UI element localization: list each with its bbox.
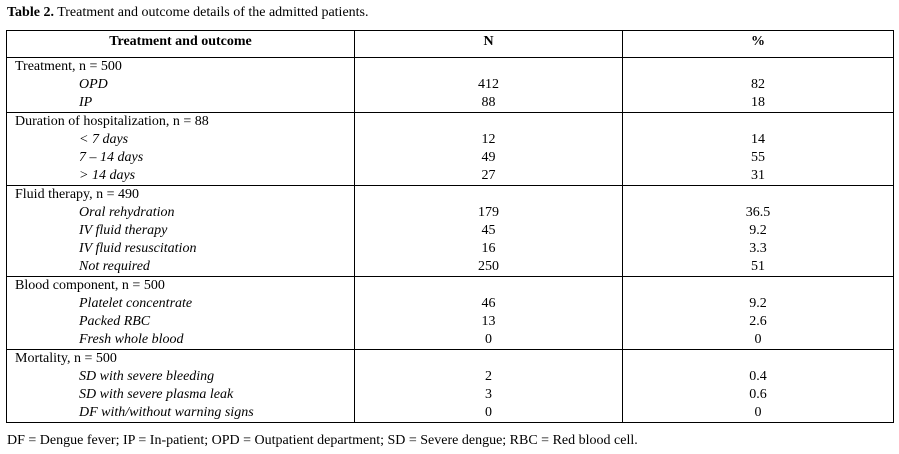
table-caption-text: Treatment and outcome details of the adm… xyxy=(53,5,369,20)
section-percent-cell: 9.2 2.6 0 xyxy=(622,276,894,350)
section-label-cell: Treatment, n = 500 OPD IP xyxy=(6,57,355,113)
row-percent-value: 55 xyxy=(751,150,765,165)
row-n-value: 0 xyxy=(485,405,492,420)
section-percent-cell: 82 18 xyxy=(622,57,894,113)
table-footnote: DF = Dengue fever; IP = In-patient; OPD … xyxy=(7,433,638,448)
blank-line xyxy=(623,277,893,295)
section-title: Fluid therapy, n = 490 xyxy=(15,187,140,202)
row-percent-value: 3.3 xyxy=(749,241,767,256)
section-title: Treatment, n = 500 xyxy=(15,59,122,74)
row-label: IV fluid resuscitation xyxy=(79,241,197,256)
section-row: Fluid therapy, n = 490 Oral rehydration IV… xyxy=(6,185,894,277)
row-n-value: 46 xyxy=(481,296,496,311)
row-n-value: 16 xyxy=(481,241,496,256)
section-percent-cell: 14 55 31 xyxy=(622,112,894,186)
row-label: Not required xyxy=(79,259,150,274)
row-percent-value: 0.4 xyxy=(749,369,767,384)
section-n-cell: 2 3 0 xyxy=(354,349,623,423)
row-n-value: 88 xyxy=(481,95,496,110)
row-n-value: 179 xyxy=(478,205,499,220)
section-percent-cell: 36.5 9.2 3.3 51 xyxy=(622,185,894,277)
column-header-percent: % xyxy=(622,30,894,58)
blank-line xyxy=(623,350,893,368)
treatment-outcome-table: Treatment and outcome N % Treatment, n =… xyxy=(6,30,894,423)
header-row: Treatment and outcome N % xyxy=(6,30,894,58)
table-caption: Table 2. Treatment and outcome details o… xyxy=(7,4,369,21)
blank-line xyxy=(623,58,893,76)
row-label: Packed RBC xyxy=(79,314,151,329)
section-row: Treatment, n = 500 OPD IP 412 88 82 18 xyxy=(6,57,894,113)
row-percent-value: 51 xyxy=(751,259,765,274)
row-label: IV fluid therapy xyxy=(79,223,168,238)
section-title: Mortality, n = 500 xyxy=(15,351,117,366)
row-percent-value: 18 xyxy=(751,95,765,110)
row-percent-value: 9.2 xyxy=(749,223,767,238)
row-percent-value: 0 xyxy=(754,332,762,347)
table-caption-label: Table 2. xyxy=(7,5,54,20)
blank-line xyxy=(623,186,893,204)
blank-line xyxy=(355,277,622,295)
section-percent-cell: 0.4 0.6 0 xyxy=(622,349,894,423)
row-label: 7 – 14 days xyxy=(79,150,144,165)
section-row: Duration of hospitalization, n = 88 < 7 d… xyxy=(6,112,894,186)
row-label: Platelet concentrate xyxy=(79,296,193,311)
row-label: SD with severe bleeding xyxy=(79,369,215,384)
row-n-value: 412 xyxy=(478,77,499,92)
section-n-cell: 412 88 xyxy=(354,57,623,113)
row-label: > 14 days xyxy=(79,168,136,183)
row-percent-value: 0.6 xyxy=(749,387,767,402)
row-label: IP xyxy=(79,95,93,110)
row-percent-value: 14 xyxy=(751,132,765,147)
blank-line xyxy=(623,113,893,131)
section-label-cell: Mortality, n = 500 SD with severe bleedin… xyxy=(6,349,355,423)
row-label: SD with severe plasma leak xyxy=(79,387,234,402)
blank-line xyxy=(355,113,622,131)
row-n-value: 27 xyxy=(481,168,496,183)
row-label: OPD xyxy=(79,77,108,92)
row-n-value: 250 xyxy=(478,259,499,274)
row-percent-value: 36.5 xyxy=(745,205,771,220)
row-n-value: 49 xyxy=(481,150,496,165)
section-n-cell: 46 13 0 xyxy=(354,276,623,350)
row-n-value: 2 xyxy=(485,369,492,384)
section-title: Blood component, n = 500 xyxy=(15,278,165,293)
section-row: Blood component, n = 500 Platelet concent… xyxy=(6,276,894,350)
table-body: Treatment, n = 500 OPD IP 412 88 82 18 Duration… xyxy=(6,57,894,423)
row-percent-value: 82 xyxy=(751,77,765,92)
row-label: < 7 days xyxy=(79,132,129,147)
row-percent-value: 31 xyxy=(751,168,765,183)
section-title: Duration of hospitalization, n = 88 xyxy=(15,114,209,129)
row-n-value: 13 xyxy=(481,314,496,329)
column-header-n: N xyxy=(354,30,623,58)
section-label-cell: Blood component, n = 500 Platelet concent… xyxy=(6,276,355,350)
blank-line xyxy=(355,186,622,204)
row-label: Oral rehydration xyxy=(79,205,175,220)
blank-line xyxy=(355,350,622,368)
row-percent-value: 0 xyxy=(754,405,762,420)
section-n-cell: 179 45 16 250 xyxy=(354,185,623,277)
row-n-value: 0 xyxy=(485,332,492,347)
section-n-cell: 12 49 27 xyxy=(354,112,623,186)
row-label: Fresh whole blood xyxy=(79,332,184,347)
row-n-value: 12 xyxy=(481,132,496,147)
column-header-treatment: Treatment and outcome xyxy=(6,30,355,58)
section-label-cell: Fluid therapy, n = 490 Oral rehydration IV… xyxy=(6,185,355,277)
row-percent-value: 2.6 xyxy=(749,314,767,329)
row-percent-value: 9.2 xyxy=(749,296,767,311)
row-n-value: 3 xyxy=(485,387,492,402)
row-n-value: 45 xyxy=(481,223,496,238)
section-row: Mortality, n = 500 SD with severe bleedin… xyxy=(6,349,894,423)
blank-line xyxy=(355,58,622,76)
row-label: DF with/without warning signs xyxy=(79,405,254,420)
section-label-cell: Duration of hospitalization, n = 88 < 7 d… xyxy=(6,112,355,186)
